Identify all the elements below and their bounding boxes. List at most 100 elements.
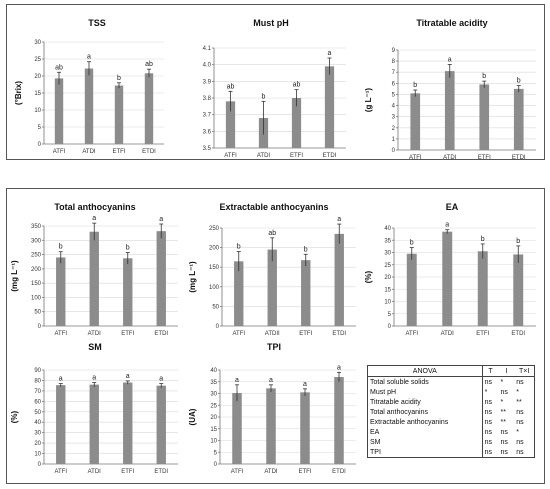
y-tick-label: 5 (392, 92, 396, 98)
significance-letter: ab (55, 64, 63, 71)
y-axis-label: (%) (10, 410, 19, 423)
anova-significance: ns (500, 438, 508, 446)
y-tick-label: 250 (209, 226, 220, 232)
y-tick-label: 50 (34, 310, 41, 316)
chart-ph: Must pH 3.5 3.6 3.7 3.8 3.9 4.0 4.1 ab ATFI b ATDI a… (203, 18, 346, 159)
x-category-label: ATDII (265, 331, 280, 337)
y-tick-label: 50 (212, 304, 219, 310)
y-tick-label: 0 (214, 462, 218, 468)
anova-variable: SM (368, 437, 483, 447)
y-tick-label: 0 (38, 142, 42, 148)
significance-letter: ab (145, 61, 153, 68)
x-category-label: ETDI (323, 153, 337, 159)
bar (442, 231, 453, 326)
chart-title: EA (446, 202, 459, 212)
y-tick-label: 10 (384, 300, 391, 306)
y-tick-label: 5 (388, 312, 392, 318)
chart-extractable-anthocyanins: Extractable anthocyanins (mg L⁻¹) 0 50 100 15… (188, 202, 356, 337)
y-tick-label: 50 (34, 410, 41, 416)
bar (114, 85, 124, 144)
x-category-label: ATFI (54, 469, 67, 475)
bar (232, 393, 242, 464)
chart-tss: TSS (°Brix) 0 5 10 15 20 25 30 ab ATFI a ATDI b ETFI ab… (14, 18, 164, 155)
y-tick-label: 4 (392, 104, 396, 110)
significance-letter: b (517, 78, 521, 85)
y-tick-label: 80 (34, 378, 41, 384)
anova-significance: ns (516, 448, 524, 456)
y-tick-label: 40 (384, 226, 391, 232)
significance-letter: b (262, 93, 266, 100)
bar (156, 231, 166, 326)
x-category-label: ATDI (264, 469, 278, 475)
anova-header-t: T (482, 366, 499, 377)
y-tick-label: 200 (31, 267, 42, 273)
chart-title: Must pH (253, 18, 289, 28)
bar (123, 382, 133, 464)
anova-row: SM ns ns ns (368, 437, 534, 447)
y-tick-label: 7 (392, 70, 396, 76)
x-category-label: ETDI (332, 469, 346, 475)
bar (324, 66, 335, 148)
x-category-label: ETFI (121, 331, 134, 337)
significance-letter: b (481, 236, 485, 243)
y-axis-label: (mg L⁻¹) (10, 260, 19, 292)
y-tick-label: 25 (34, 57, 41, 63)
bar (89, 231, 99, 326)
significance-letter: a (92, 375, 96, 382)
y-tick-label: 8 (392, 59, 396, 65)
anova-significance: ns (516, 378, 524, 386)
bar (410, 93, 421, 150)
y-tick-label: 150 (209, 265, 220, 271)
bar (234, 261, 244, 326)
y-axis-label: (mg L⁻¹) (188, 261, 197, 293)
bar (84, 68, 94, 144)
anova-row: Extractable anthocyanins ns ** ns (368, 417, 534, 427)
y-tick-label: 40 (210, 368, 217, 374)
x-category-label: ATDI (82, 149, 96, 155)
significance-letter: a (328, 50, 332, 57)
anova-significance: ns (484, 428, 492, 436)
anova-table: ANOVA T I T×I Total soluble solids ns * ns M… (368, 366, 534, 457)
significance-letter: b (304, 246, 308, 253)
x-category-label: ETDI (142, 149, 156, 155)
bar (406, 253, 417, 326)
bar (123, 258, 133, 326)
bar (267, 249, 277, 326)
anova-row: Total anthocyanins ns ** ns (368, 407, 534, 417)
y-tick-label: 200 (209, 246, 220, 252)
significance-letter: b (516, 238, 520, 245)
y-tick-label: 15 (384, 287, 391, 293)
anova-variable: TPI (368, 447, 483, 457)
y-tick-label: 6 (392, 81, 396, 87)
anova-row: Must pH * ns * (368, 387, 534, 397)
significance-letter: a (448, 56, 452, 63)
chart-sm: SM (%) 0 10 20 30 40 50 60 70 80 90 a ATFI a ATDI a ETFI a… (10, 342, 178, 475)
anova-significance: ns (484, 408, 492, 416)
significance-letter: ab (268, 230, 276, 237)
y-tick-label: 0 (216, 324, 220, 330)
anova-variable: Must pH (368, 387, 483, 397)
significance-letter: b (237, 244, 241, 251)
chart-ta: Titratable acidity (g L⁻¹) 0 1 2 3 4 5 6 7 8 9 b ATFI… (364, 18, 536, 161)
y-tick-label: 300 (31, 238, 42, 244)
y-tick-label: 35 (384, 238, 391, 244)
significance-letter: a (269, 377, 273, 384)
significance-letter: a (235, 377, 239, 384)
y-tick-label: 90 (34, 368, 41, 374)
significance-letter: a (337, 364, 341, 371)
anova-table-frame: ANOVA T I T×I Total soluble solids ns * ns M… (367, 365, 535, 458)
y-tick-label: 3 (392, 115, 396, 121)
x-category-label: ETDI (512, 155, 526, 161)
x-category-label: ETDI (332, 331, 346, 337)
significance-letter: a (303, 381, 307, 388)
y-tick-label: 4.1 (203, 46, 212, 52)
significance-letter: b (410, 240, 414, 247)
anova-significance: * (516, 388, 519, 396)
anova-significance: ns (484, 438, 492, 446)
y-tick-label: 10 (34, 452, 41, 458)
chart-title: Extractable anthocyanins (219, 202, 328, 212)
y-tick-label: 3.6 (203, 129, 212, 135)
significance-letter: a (87, 54, 91, 61)
anova-row: EA ns ns * (368, 427, 534, 437)
x-category-label: ETFI (121, 469, 134, 475)
